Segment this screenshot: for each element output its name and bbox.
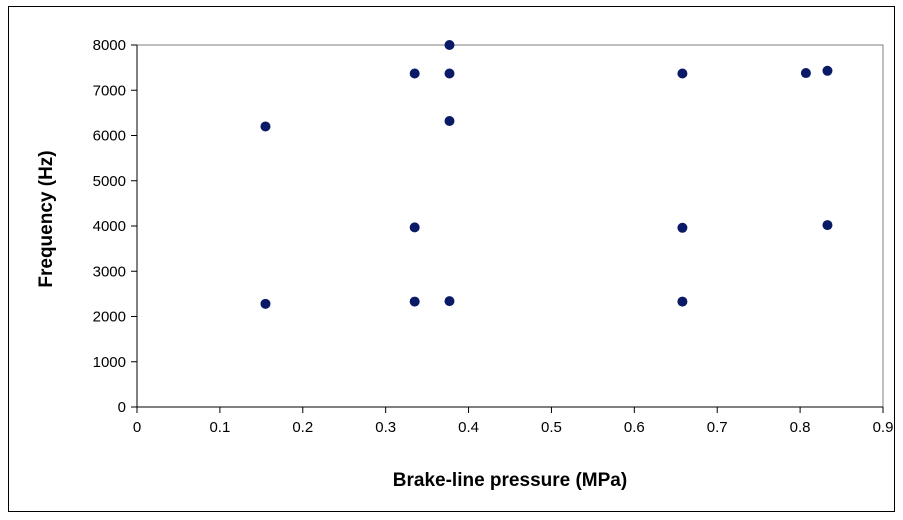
y-tick-label: 1000: [93, 354, 126, 371]
plot-area: [136, 44, 884, 408]
x-axis-title: Brake-line pressure (MPa): [393, 470, 627, 491]
chart-frame: 0 0.1 0.2 0.3 0.4 0.5 0.6 0.7 0.8 0.9 0 1000 2000 30…: [8, 6, 895, 512]
x-tick-label: 0.1: [209, 419, 230, 436]
x-tick-label: 0: [133, 419, 141, 436]
y-axis-title: Frequency (Hz): [36, 150, 57, 287]
x-tick-label: 0.9: [873, 419, 894, 436]
data-point: [260, 121, 271, 132]
data-point: [677, 296, 688, 307]
data-point: [409, 296, 420, 307]
x-tick-label: 0.8: [790, 419, 811, 436]
y-tick-label: 6000: [93, 128, 126, 145]
data-point: [800, 68, 811, 79]
data-point: [677, 222, 688, 233]
data-point: [444, 116, 455, 127]
y-tick-label: 4000: [93, 218, 126, 235]
data-points: [260, 40, 833, 309]
y-tick-label: 2000: [93, 309, 126, 326]
scatter-plot: 0 0.1 0.2 0.3 0.4 0.5 0.6 0.7 0.8 0.9 0 1000 2000 30…: [36, 37, 894, 491]
data-point: [409, 222, 420, 233]
data-point: [444, 68, 455, 79]
x-tick-label: 0.2: [292, 419, 313, 436]
data-point: [822, 220, 833, 231]
data-point: [444, 40, 455, 50]
y-tick-label: 0: [118, 399, 126, 416]
data-point: [677, 68, 688, 79]
x-tick-label: 0.6: [624, 419, 645, 436]
data-point: [822, 65, 833, 76]
y-tick-label: 3000: [93, 263, 126, 280]
x-tick-label: 0.3: [375, 419, 396, 436]
data-point: [409, 68, 420, 79]
y-tick-label: 7000: [93, 82, 126, 99]
y-tick-label: 8000: [93, 37, 126, 54]
x-tick-label: 0.5: [541, 419, 562, 436]
x-tick-label: 0.4: [458, 419, 479, 436]
x-axis: 0 0.1 0.2 0.3 0.4 0.5 0.6 0.7 0.8 0.9: [133, 406, 894, 436]
y-tick-label: 5000: [93, 173, 126, 190]
data-point: [444, 296, 455, 307]
data-point: [260, 298, 271, 309]
y-axis: 0 1000 2000 3000 4000 5000 6000 7000 8000: [93, 37, 138, 416]
x-tick-label: 0.7: [707, 419, 728, 436]
